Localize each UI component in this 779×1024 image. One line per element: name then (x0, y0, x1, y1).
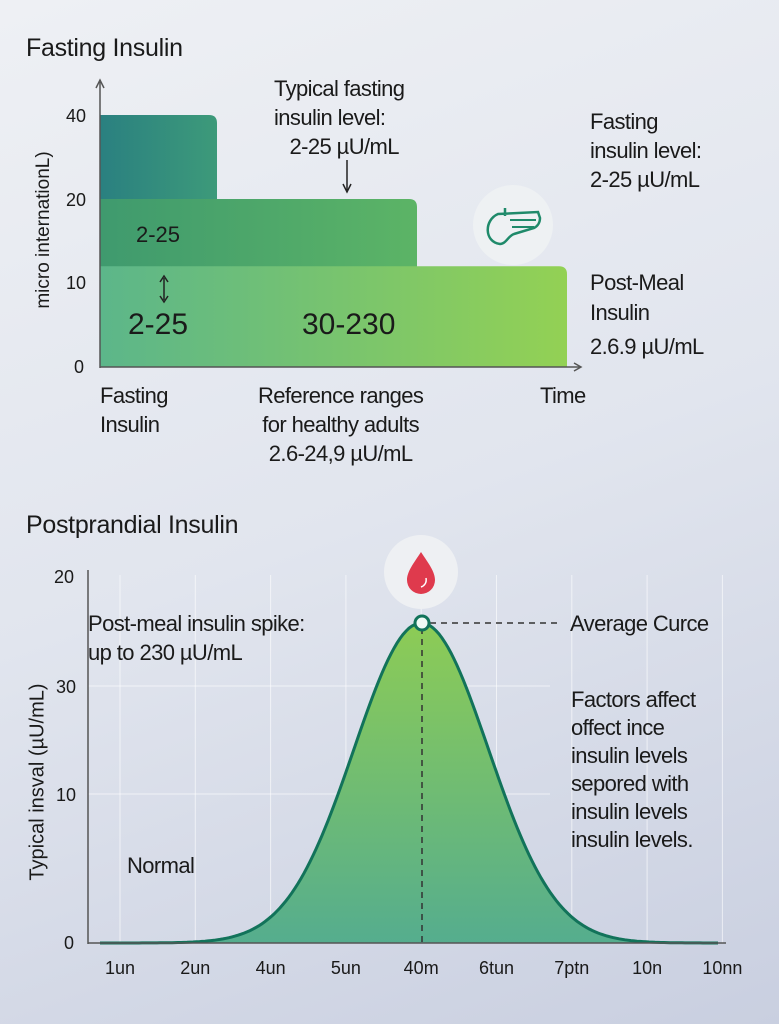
y-axis-arrow (95, 78, 105, 89)
postprandial-title: Postprandial Insulin (26, 511, 239, 539)
y-tick: 0 (64, 933, 75, 953)
y-tick: 0 (74, 357, 85, 377)
factors-annotation: Factors affect offect ince insulin levels s… (571, 687, 696, 852)
y-axis-label-2: Typical insval (µU/mL) (26, 683, 49, 881)
x-tick: 40m (403, 958, 439, 978)
bar-label: 2-25 (136, 222, 181, 247)
blood-drop-icon (384, 535, 458, 609)
y-tick: 40 (66, 106, 87, 126)
peak-marker (413, 614, 431, 632)
range-bar (100, 266, 567, 367)
x-tick: 10nn (702, 958, 743, 978)
x-tick: 6tun (478, 958, 515, 978)
fasting-title: Fasting Insulin (26, 34, 183, 62)
y-tick: 10 (56, 785, 77, 805)
normal-label: Normal (127, 853, 195, 878)
x-tick: 7ptn (554, 958, 590, 978)
fasting-annotation: Fasting insulin level: 2-25 µU/mL (590, 109, 702, 192)
bar-label: 30-230 (302, 308, 396, 341)
x-tick: 2un (180, 958, 211, 978)
x-tick: 5un (330, 958, 361, 978)
bar-label: 2-25 (128, 308, 189, 341)
postmeal-annotation: Post-Meal Insulin 2.6.9 µU/mL (590, 270, 704, 359)
insulin-curve (100, 621, 718, 945)
y-tick: 10 (66, 273, 87, 293)
x-tick: 1un (104, 958, 136, 978)
average-curve-label: Average Curce (570, 611, 709, 636)
typical-annotation: Typical fasting insulin level: 2-25 µU/mL (274, 76, 405, 159)
reference-annotation: Reference ranges for healthy adults 2.6-24… (258, 383, 424, 466)
spike-annotation: Post-meal insulin spike: up to 230 µU/mL (88, 611, 305, 665)
x-tick: 10n (632, 958, 663, 978)
y-tick: 30 (56, 677, 77, 697)
y-axis-label: micro internationL) (33, 151, 54, 309)
x-tick: 4un (255, 958, 286, 978)
x-label-fasting: Fasting Insulin (100, 383, 169, 437)
x-axis-label: Time (540, 383, 586, 408)
pancreas-icon (473, 185, 553, 265)
curve-area (100, 623, 720, 943)
x-axis-arrow (573, 362, 583, 372)
y-tick: 20 (66, 190, 87, 210)
y-tick: 20 (54, 567, 75, 587)
